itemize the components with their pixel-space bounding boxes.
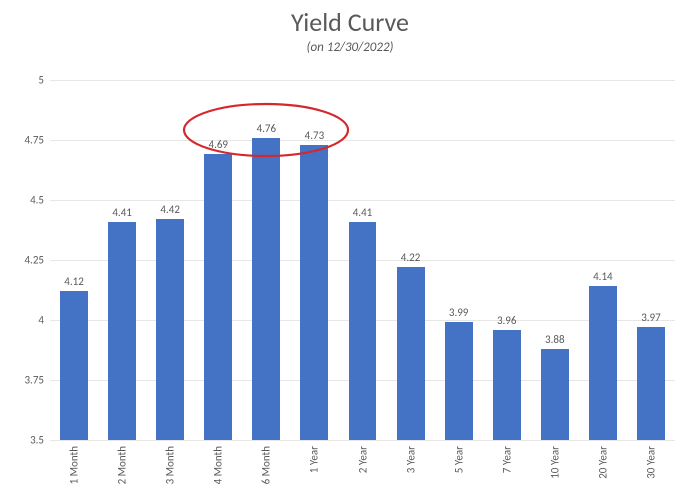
bar-value-label: 4.42 xyxy=(150,203,190,216)
gridline xyxy=(50,80,675,81)
bar-value-label: 4.14 xyxy=(583,270,623,283)
x-tick-label: 7 Year xyxy=(500,446,513,473)
bar-value-label: 3.88 xyxy=(535,333,575,346)
y-tick-label: 4 xyxy=(10,314,44,327)
bar xyxy=(493,330,521,440)
x-tick-label: 6 Month xyxy=(260,446,273,484)
bar xyxy=(397,267,425,440)
y-tick-label: 4.75 xyxy=(10,134,44,147)
y-tick-label: 4.25 xyxy=(10,254,44,267)
y-tick-label: 4.5 xyxy=(10,194,44,207)
x-tick-label: 5 Year xyxy=(452,446,465,473)
chart-subtitle: (on 12/30/2022) xyxy=(0,40,700,55)
y-tick-label: 5 xyxy=(10,74,44,87)
bar-value-label: 4.73 xyxy=(294,129,334,142)
bar xyxy=(589,286,617,440)
x-tick-label: 30 Year xyxy=(644,446,657,479)
bar xyxy=(541,349,569,440)
bar-value-label: 4.22 xyxy=(391,251,431,264)
chart-title: Yield Curve xyxy=(0,6,700,38)
x-tick-label: 2 Month xyxy=(116,446,129,484)
x-tick-label: 2 Year xyxy=(356,446,369,473)
x-tick-label: 1 Year xyxy=(308,446,321,473)
bar-value-label: 3.97 xyxy=(631,311,671,324)
bar xyxy=(300,145,328,440)
x-tick-label: 4 Month xyxy=(212,446,225,484)
bar xyxy=(108,222,136,440)
x-tick-label: 10 Year xyxy=(548,446,561,479)
x-tick-label: 1 Month xyxy=(68,446,81,484)
gridline xyxy=(50,200,675,201)
plot-area: 3.53.7544.254.54.7554.121 Month4.412 Mon… xyxy=(50,80,675,440)
x-tick-label: 20 Year xyxy=(596,446,609,479)
bar-value-label: 4.69 xyxy=(198,138,238,151)
bar xyxy=(445,322,473,440)
bar-value-label: 4.76 xyxy=(246,122,286,135)
bar-value-label: 4.12 xyxy=(54,275,94,288)
y-tick-label: 3.75 xyxy=(10,374,44,387)
bar-value-label: 4.41 xyxy=(102,206,142,219)
bar-value-label: 3.96 xyxy=(487,314,527,327)
bar-value-label: 4.41 xyxy=(343,206,383,219)
gridline xyxy=(50,140,675,141)
bar xyxy=(637,327,665,440)
gridline xyxy=(50,440,675,441)
bar xyxy=(349,222,377,440)
x-tick-label: 3 Year xyxy=(404,446,417,473)
y-tick-label: 3.5 xyxy=(10,434,44,447)
yield-curve-chart: Yield Curve (on 12/30/2022) 3.53.7544.25… xyxy=(0,0,700,501)
bar xyxy=(204,154,232,440)
bar-value-label: 3.99 xyxy=(439,306,479,319)
bar xyxy=(156,219,184,440)
x-tick-label: 3 Month xyxy=(164,446,177,484)
bar xyxy=(252,138,280,440)
bar xyxy=(60,291,88,440)
